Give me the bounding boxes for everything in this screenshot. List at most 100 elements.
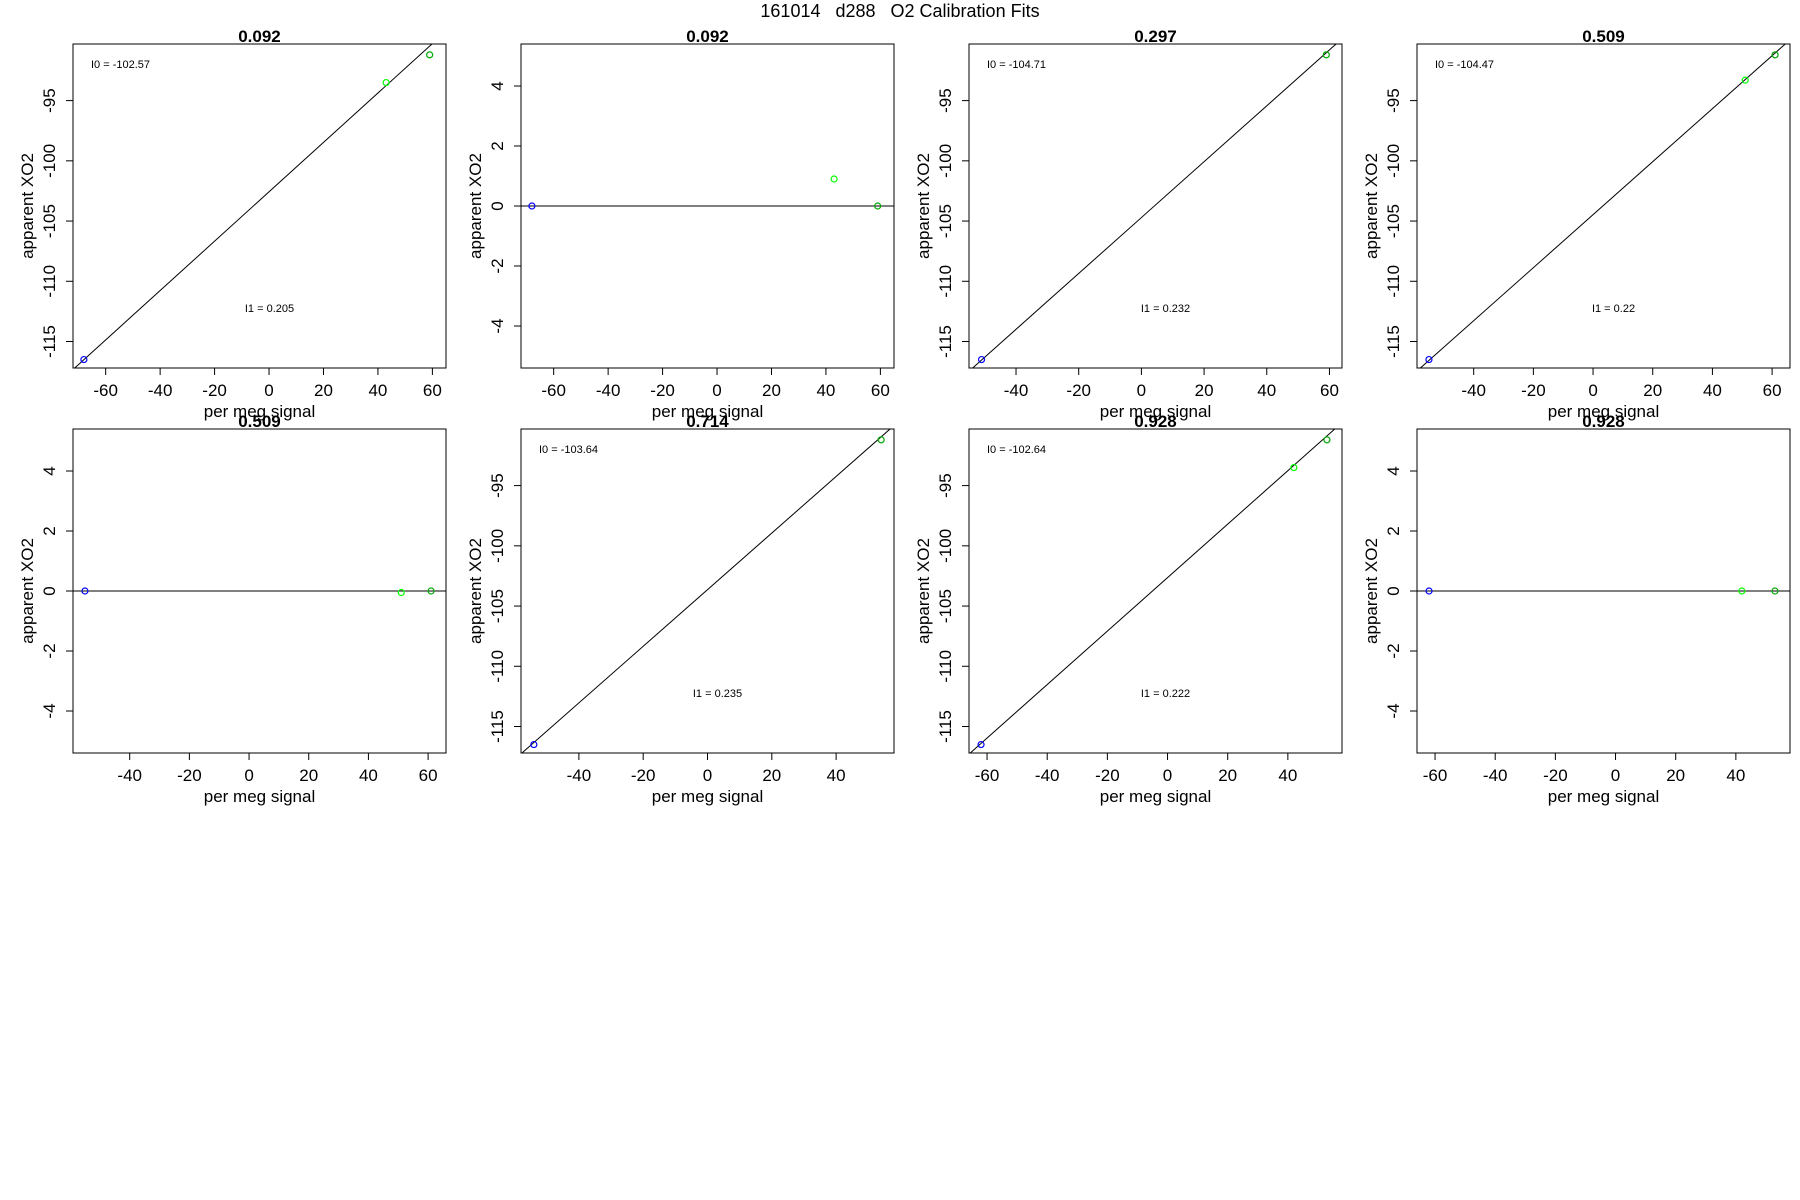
x-tick-label: -20 xyxy=(177,766,202,785)
x-tick-label: -20 xyxy=(1543,766,1568,785)
y-tick-label: -2 xyxy=(1384,643,1403,658)
data-point xyxy=(877,436,885,444)
x-tick-label: -20 xyxy=(631,766,656,785)
y-axis-label: apparent XO2 xyxy=(914,538,933,644)
data-point xyxy=(1322,51,1330,59)
x-tick-label: -60 xyxy=(93,381,118,400)
y-tick-label: -110 xyxy=(488,650,507,683)
fit-line xyxy=(969,429,1336,753)
y-tick-label: -100 xyxy=(936,529,955,563)
data-point xyxy=(528,202,536,210)
y-tick-label: -115 xyxy=(40,325,59,358)
x-tick-label: 20 xyxy=(1666,766,1685,785)
x-tick-label: 60 xyxy=(423,381,442,400)
x-tick-label: -20 xyxy=(1066,381,1091,400)
y-tick-label: -100 xyxy=(936,144,955,178)
x-tick-label: 20 xyxy=(299,766,318,785)
x-tick-label: 40 xyxy=(368,381,387,400)
y-tick-label: 2 xyxy=(40,526,59,535)
panel-title: 0.297 xyxy=(1134,27,1177,46)
intercept-annotation: I0 = -104.71 xyxy=(987,59,1046,71)
fit-line xyxy=(971,44,1337,368)
y-tick-label: 2 xyxy=(1384,526,1403,535)
x-tick-label: 40 xyxy=(1257,381,1276,400)
x-tick-label: 20 xyxy=(1218,766,1237,785)
x-tick-label: -40 xyxy=(567,766,592,785)
y-tick-label: -110 xyxy=(936,650,955,683)
x-tick-label: 0 xyxy=(1163,766,1172,785)
x-tick-label: 20 xyxy=(1643,381,1662,400)
intercept-annotation: I0 = -102.57 xyxy=(91,59,150,71)
x-tick-label: 60 xyxy=(1320,381,1339,400)
page-title: 161014 d288 O2 Calibration Fits xyxy=(760,1,1040,21)
y-tick-label: 0 xyxy=(488,201,507,210)
x-tick-label: -40 xyxy=(1004,381,1029,400)
data-point xyxy=(977,740,985,749)
x-tick-label: 40 xyxy=(1278,766,1297,785)
x-tick-label: 0 xyxy=(264,381,273,400)
x-tick-label: -40 xyxy=(117,766,142,785)
data-point xyxy=(530,740,538,749)
x-tick-label: 40 xyxy=(1726,766,1745,785)
y-tick-label: -110 xyxy=(936,265,955,298)
x-tick-label: 0 xyxy=(703,766,712,785)
y-tick-label: -95 xyxy=(488,473,507,498)
y-tick-label: -100 xyxy=(488,529,507,563)
x-tick-label: -40 xyxy=(1483,766,1508,785)
panel-4: 0.509 -40 -20 0 20 40 60 per meg signal -115 -110… xyxy=(1362,27,1791,421)
y-tick-label: -105 xyxy=(936,589,955,623)
x-tick-label: 20 xyxy=(1195,381,1214,400)
x-tick-label: 40 xyxy=(359,766,378,785)
x-axis-label: per meg signal xyxy=(652,787,764,806)
y-tick-label: -110 xyxy=(40,265,59,298)
panel-3: 0.297 -40 -20 0 20 40 60 per meg signal -115 -110… xyxy=(914,27,1343,421)
y-tick-label: -100 xyxy=(40,144,59,178)
x-tick-label: 0 xyxy=(244,766,253,785)
y-tick-label: 4 xyxy=(488,81,507,90)
plot-frame xyxy=(72,43,447,369)
y-tick-label: 0 xyxy=(1384,586,1403,595)
panel-title: 0.092 xyxy=(238,27,281,46)
data-point xyxy=(1741,76,1749,84)
slope-annotation: I1 = 0.205 xyxy=(245,303,294,315)
x-tick-label: 20 xyxy=(762,381,781,400)
data-point xyxy=(1323,436,1331,444)
y-tick-label: -115 xyxy=(488,710,507,743)
fit-line xyxy=(521,429,891,753)
y-axis-label: apparent XO2 xyxy=(466,153,485,259)
x-tick-label: 60 xyxy=(871,381,890,400)
panel-6: 0.714 -40 -20 0 20 40 per meg signal -115 -110 -1… xyxy=(466,412,895,806)
y-tick-label: -105 xyxy=(936,204,955,238)
y-axis-label: apparent XO2 xyxy=(18,153,37,259)
x-axis-label: per meg signal xyxy=(1100,787,1212,806)
fit-line xyxy=(73,44,433,368)
x-tick-label: 20 xyxy=(762,766,781,785)
y-axis-label: apparent XO2 xyxy=(1362,538,1381,644)
y-tick-label: -105 xyxy=(40,204,59,238)
data-point xyxy=(427,587,435,595)
plot-frame xyxy=(968,43,1343,369)
panel-title: 0.509 xyxy=(1582,27,1625,46)
data-point xyxy=(397,588,405,597)
data-point xyxy=(382,78,390,87)
x-axis-label: per meg signal xyxy=(204,787,316,806)
y-tick-label: -4 xyxy=(40,703,59,718)
data-point xyxy=(1738,587,1746,595)
x-tick-label: 0 xyxy=(1137,381,1146,400)
data-point xyxy=(1771,51,1779,59)
fit-line xyxy=(1419,44,1787,368)
data-point xyxy=(830,175,838,183)
data-point xyxy=(1425,587,1433,595)
x-axis-label: per meg signal xyxy=(652,402,764,421)
slope-annotation: I1 = 0.22 xyxy=(1592,303,1635,315)
data-point xyxy=(1771,587,1779,595)
data-point xyxy=(81,587,89,595)
slope-annotation: I1 = 0.222 xyxy=(1141,688,1190,700)
x-axis-label: per meg signal xyxy=(204,402,316,421)
panel-title: 0.509 xyxy=(238,412,281,431)
y-tick-label: 4 xyxy=(40,466,59,475)
x-tick-label: -60 xyxy=(1423,766,1448,785)
